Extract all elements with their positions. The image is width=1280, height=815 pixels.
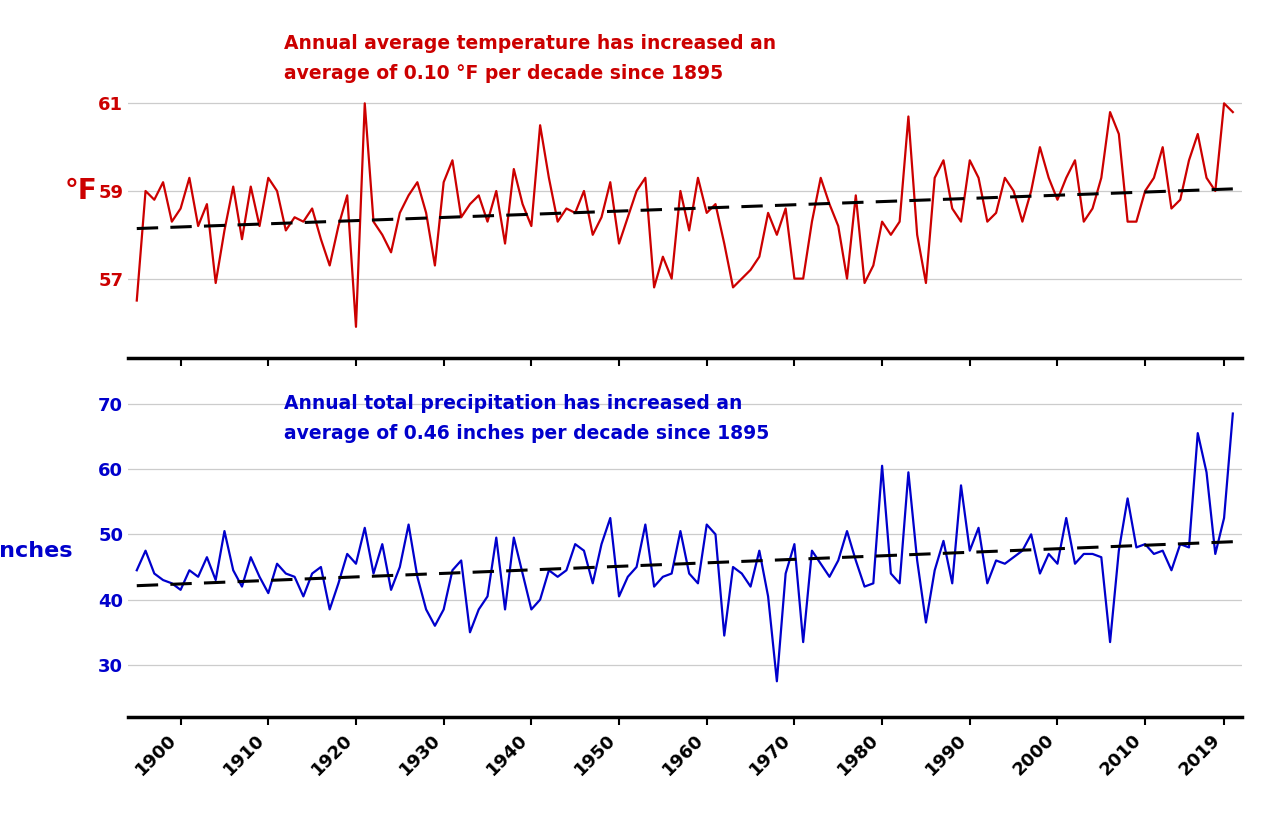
Text: Annual average temperature has increased an
average of 0.10 °F per decade since : Annual average temperature has increased… xyxy=(284,34,776,83)
Text: Annual total precipitation has increased an
average of 0.46 inches per decade si: Annual total precipitation has increased… xyxy=(284,394,769,443)
Y-axis label: °F: °F xyxy=(65,177,97,205)
Y-axis label: Inches: Inches xyxy=(0,540,72,561)
